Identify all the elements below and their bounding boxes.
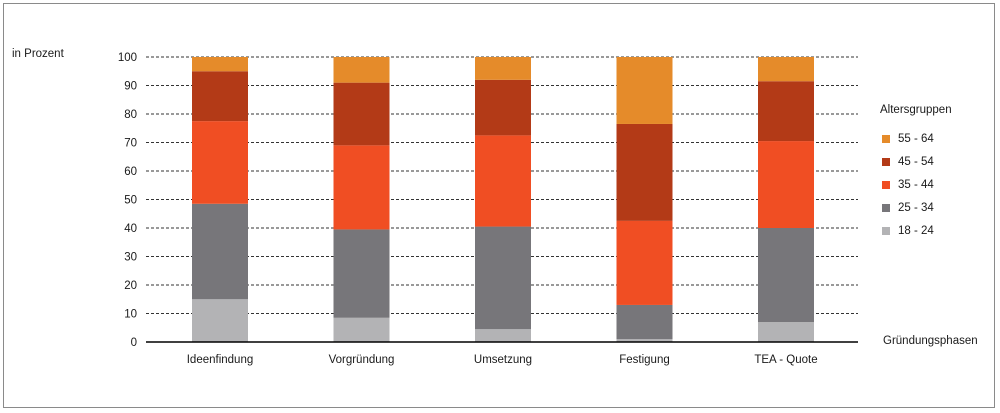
bar-segment	[192, 71, 248, 122]
x-tick-label: TEA - Quote	[754, 354, 817, 366]
y-tick-label: 10	[124, 309, 137, 321]
bar-segment	[758, 57, 814, 82]
legend-item: 18 - 24	[882, 224, 934, 238]
bar-segment	[616, 220, 673, 305]
legend-swatch	[882, 158, 890, 166]
legend-swatch	[882, 135, 890, 143]
bar-segment	[333, 229, 390, 318]
bar-segment	[475, 57, 531, 80]
legend-item: 45 - 54	[882, 155, 934, 169]
bar-segment	[475, 135, 531, 227]
bar-segment	[758, 322, 814, 342]
legend-item: 25 - 34	[882, 201, 934, 215]
bar-segment	[616, 123, 673, 221]
bar-segment	[192, 121, 248, 204]
bar-segment	[475, 329, 531, 342]
bar-segment	[758, 228, 814, 323]
y-axis-label: in Prozent	[12, 48, 64, 60]
legend-swatch	[882, 204, 890, 212]
x-axis-label: Gründungsphasen	[883, 335, 978, 347]
x-tick-label: Festigung	[619, 354, 670, 366]
y-tick-label: 20	[124, 280, 137, 292]
bar-segment	[616, 304, 673, 340]
bar-segment	[475, 226, 531, 330]
y-tick-label: 60	[124, 166, 137, 178]
y-tick-label: 80	[124, 109, 137, 121]
bar-segment	[333, 145, 390, 230]
legend-title: Altersgruppen	[880, 104, 952, 116]
y-tick-label: 40	[124, 223, 137, 235]
bar-segment	[192, 203, 248, 300]
bar-segment	[333, 82, 390, 146]
bar-segment	[475, 79, 531, 136]
legend-label: 25 - 34	[898, 202, 934, 214]
bar-segment	[192, 57, 248, 72]
bar-segment	[616, 57, 673, 124]
legend-label: 55 - 64	[898, 133, 934, 145]
x-tick-label: Ideenfindung	[187, 354, 254, 366]
x-tick-label: Vorgründung	[329, 354, 395, 366]
legend-item: 55 - 64	[882, 132, 934, 146]
y-tick-label: 50	[124, 195, 137, 207]
y-tick-label: 90	[124, 81, 137, 93]
bar-segment	[758, 81, 814, 142]
legend-swatch	[882, 181, 890, 189]
y-tick-label: 30	[124, 252, 137, 264]
legend-swatch	[882, 227, 890, 235]
bar-segment	[333, 57, 390, 83]
y-tick-label: 100	[118, 52, 137, 64]
legend-label: 45 - 54	[898, 156, 934, 168]
legend-label: 18 - 24	[898, 225, 934, 237]
bar-segment	[758, 141, 814, 228]
x-tick-label: Umsetzung	[474, 354, 532, 366]
y-tick-label: 70	[124, 138, 137, 150]
bar-segment	[333, 317, 390, 342]
bar-segment	[616, 339, 673, 342]
legend-item: 35 - 44	[882, 178, 934, 192]
y-tick-label: 0	[131, 337, 137, 349]
bar-segment	[192, 299, 248, 342]
legend-label: 35 - 44	[898, 179, 934, 191]
